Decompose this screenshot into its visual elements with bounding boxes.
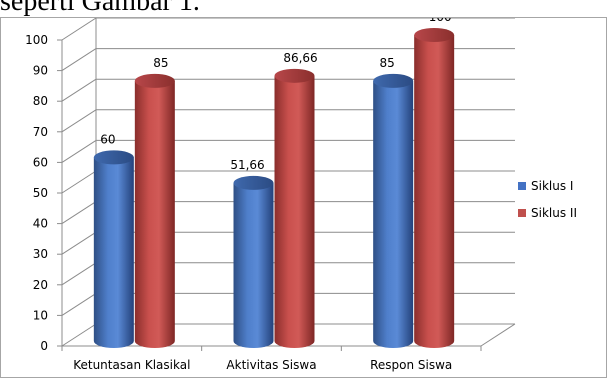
legend-swatch-siklus-1 — [518, 182, 526, 190]
axis-layer — [57, 39, 482, 351]
bar-body — [134, 80, 175, 349]
document-text: seperti Gambar 1. — [0, 0, 200, 17]
y-tick-label: 90 — [33, 64, 48, 78]
bar-body — [274, 75, 315, 349]
grid-diagonal — [61, 109, 97, 133]
bar-top — [373, 73, 414, 88]
data-label: 86,66 — [283, 51, 317, 65]
bar — [93, 150, 134, 348]
bars-layer — [93, 28, 455, 349]
bar-body — [414, 35, 455, 349]
y-tick-label: 40 — [33, 217, 48, 231]
bar-top — [274, 68, 315, 83]
bar-body — [373, 80, 414, 349]
x-tick-label: Respon Siswa — [370, 358, 452, 372]
y-tick-label: 0 — [40, 339, 48, 353]
x-tick-label: Aktivitas Siswa — [226, 358, 316, 372]
data-label: 51,66 — [230, 158, 264, 172]
bar-top — [414, 28, 455, 42]
x-tick-label: Ketuntasan Klasikal — [73, 358, 190, 372]
bar-top — [134, 73, 175, 88]
data-label: 85 — [153, 56, 168, 70]
y-tick-label: 50 — [33, 186, 48, 200]
bar — [233, 175, 274, 349]
y-tick-label: 30 — [33, 247, 48, 261]
bar — [274, 68, 315, 349]
bar-top — [93, 150, 134, 165]
bar — [134, 73, 175, 349]
bar-body — [93, 157, 134, 348]
y-tick-label: 60 — [33, 155, 48, 169]
grid-diagonal — [61, 323, 97, 347]
floor-edge — [480, 323, 516, 347]
chart-area: 0 10 20 30 40 50 60 70 80 90 100 Ketuntasan Klasika… — [0, 17, 607, 378]
bar — [373, 73, 414, 349]
legend-swatch-siklus-2 — [518, 209, 526, 217]
grid-diagonal — [61, 170, 97, 194]
data-label: 100 — [429, 18, 452, 24]
data-label: 85 — [380, 56, 395, 70]
grid-diagonal — [61, 262, 97, 286]
grid-diagonal — [61, 18, 97, 41]
grid-diagonal — [61, 139, 97, 163]
y-tick-label: 20 — [33, 278, 48, 292]
grid-diagonal — [61, 201, 97, 225]
grid-diagonal — [61, 231, 97, 255]
chart-svg: 0 10 20 30 40 50 60 70 80 90 100 Ketuntasan Klasika… — [25, 18, 577, 372]
y-tick-label: 10 — [33, 308, 48, 322]
grid-diagonal — [61, 292, 97, 316]
legend: Siklus I Siklus II — [518, 179, 577, 220]
bar-body — [233, 182, 274, 349]
grid-diagonal — [61, 78, 97, 102]
labels-layer: 0 10 20 30 40 50 60 70 80 90 100 Ketuntasan Klasika… — [25, 18, 452, 372]
bar — [414, 28, 455, 349]
y-tick-label: 70 — [33, 125, 48, 139]
y-tick-label: 80 — [33, 94, 48, 108]
grid-diagonal — [61, 48, 97, 72]
data-label: 60 — [100, 132, 115, 146]
y-tick-label: 100 — [25, 33, 48, 47]
legend-label-siklus-2: Siklus II — [531, 206, 577, 220]
bar-top — [233, 175, 274, 190]
legend-label-siklus-1: Siklus I — [531, 179, 573, 193]
